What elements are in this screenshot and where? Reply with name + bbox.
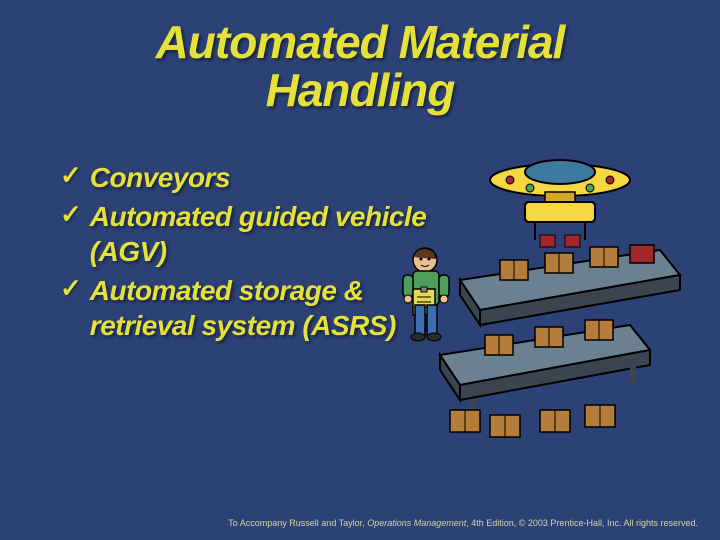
title-line-1: Automated Material <box>156 16 565 68</box>
slide-title: Automated Material Handling <box>0 0 720 125</box>
footer-prefix: To Accompany Russell and Taylor, <box>228 518 367 528</box>
bullet-text: Conveyors <box>90 160 230 195</box>
checkmark-icon: ✓ <box>60 160 82 191</box>
conveyor-illustration <box>390 150 690 450</box>
checkmark-icon: ✓ <box>60 199 82 230</box>
title-line-2: Handling <box>266 64 455 116</box>
footer-book-title: Operations Management <box>367 518 466 528</box>
copyright-footer: To Accompany Russell and Taylor, Operati… <box>228 518 698 528</box>
checkmark-icon: ✓ <box>60 273 82 304</box>
footer-suffix: , 4th Edition, © 2003 Prentice-Hall, Inc… <box>466 518 698 528</box>
